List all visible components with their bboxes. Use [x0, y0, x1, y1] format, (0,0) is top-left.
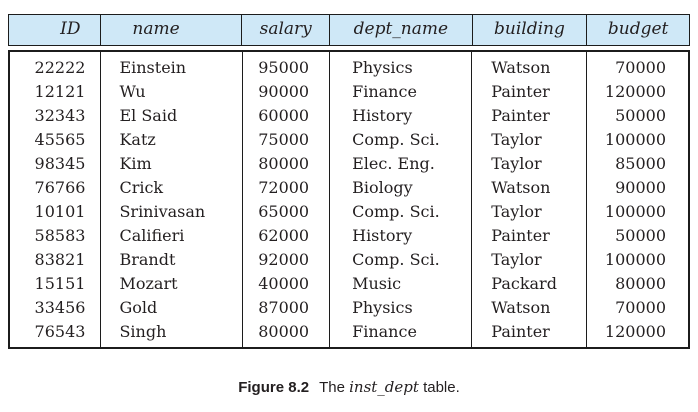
cell-name: Singh	[119, 322, 167, 341]
figure-caption: Figure 8.2 The inst_dept table.	[0, 378, 698, 396]
cell-building: Painter	[491, 106, 550, 125]
column-budget: 70000 120000 50000 100000 85000 90000 100000 50…	[587, 52, 688, 347]
cell-building: Watson	[491, 58, 551, 77]
column-header-budget: budget	[607, 19, 669, 39]
figure-caption-suffix: table.	[423, 379, 460, 396]
cell-name: Crick	[119, 178, 164, 197]
cell-salary: 60000	[258, 106, 310, 125]
cell-name: Gold	[119, 298, 158, 317]
cell-dept_name: Physics	[352, 58, 413, 77]
column-dept_name: Physics Finance History Comp. Sci. Elec. Eng…	[330, 52, 473, 347]
cell-id: 22222	[34, 58, 86, 77]
cell-name: Califieri	[119, 226, 185, 245]
table-body: 22222 12121 32343 45565 98345 76766 10101 58583…	[8, 50, 690, 349]
column-name: Einstein Wu El Said Katz Kim Crick Srinivasan C…	[101, 52, 243, 347]
cell-name: Brandt	[119, 250, 176, 269]
cell-budget: 50000	[615, 226, 666, 245]
cell-budget: 100000	[604, 250, 666, 269]
column-header-id: ID	[9, 15, 101, 45]
cell-budget: 50000	[615, 106, 666, 125]
cell-building: Painter	[491, 322, 550, 341]
cell-building: Painter	[491, 226, 550, 245]
column-building: Watson Painter Painter Taylor Taylor Watson Ta…	[472, 52, 587, 347]
cell-dept_name: Music	[352, 274, 402, 293]
cell-building: Painter	[491, 82, 550, 101]
cell-salary: 62000	[258, 226, 310, 245]
cell-building: Taylor	[491, 202, 542, 221]
cell-building: Watson	[491, 178, 551, 197]
cell-name: Wu	[119, 82, 146, 101]
cell-id: 83821	[34, 250, 86, 269]
figure-caption-label: Figure 8.2	[238, 379, 310, 396]
cell-dept_name: Biology	[352, 178, 413, 197]
cell-name: Srinivasan	[119, 202, 206, 221]
inst-dept-table: ID name salary dept_name building budget 2222…	[8, 14, 690, 349]
cell-building: Taylor	[491, 250, 542, 269]
cell-id: 76543	[34, 322, 86, 341]
cell-name: Katz	[119, 130, 156, 149]
cell-salary: 80000	[258, 322, 310, 341]
cell-budget: 90000	[615, 178, 666, 197]
cell-salary: 87000	[258, 298, 310, 317]
cell-dept_name: Finance	[352, 322, 417, 341]
cell-name: Einstein	[119, 58, 187, 77]
cell-salary: 95000	[258, 58, 310, 77]
figure-caption-prefix: The	[319, 379, 345, 396]
cell-dept_name: Comp. Sci.	[352, 202, 440, 221]
cell-id: 32343	[34, 106, 86, 125]
cell-salary: 65000	[258, 202, 310, 221]
cell-budget: 120000	[604, 322, 666, 341]
cell-dept_name: Finance	[352, 82, 417, 101]
cell-budget: 70000	[615, 298, 666, 317]
cell-budget: 100000	[604, 202, 666, 221]
cell-name: Mozart	[119, 274, 178, 293]
figure-caption-table-name: inst_dept	[349, 378, 419, 396]
cell-dept_name: Comp. Sci.	[352, 130, 440, 149]
cell-salary: 92000	[258, 250, 310, 269]
cell-id: 58583	[34, 226, 86, 245]
cell-salary: 90000	[258, 82, 310, 101]
cell-salary: 75000	[258, 130, 310, 149]
cell-dept_name: Elec. Eng.	[352, 154, 435, 173]
cell-dept_name: History	[352, 106, 413, 125]
cell-salary: 40000	[258, 274, 310, 293]
cell-building: Taylor	[491, 154, 542, 173]
cell-dept_name: Comp. Sci.	[352, 250, 440, 269]
cell-building: Taylor	[491, 130, 542, 149]
column-header-salary: salary	[242, 15, 331, 45]
cell-budget: 85000	[615, 154, 666, 173]
cell-salary: 72000	[258, 178, 310, 197]
cell-building: Watson	[491, 298, 551, 317]
column-header-name: name	[101, 15, 243, 45]
cell-salary: 80000	[258, 154, 310, 173]
column-salary: 95000 90000 60000 75000 80000 72000 65000 62000…	[243, 52, 331, 347]
cell-id: 76766	[34, 178, 86, 197]
cell-id: 15151	[34, 274, 86, 293]
cell-budget: 100000	[604, 130, 666, 149]
cell-budget: 80000	[615, 274, 666, 293]
column-header-dept_name: dept_name	[330, 15, 473, 45]
cell-id: 10101	[34, 202, 86, 221]
cell-name: El Said	[119, 106, 178, 125]
table-header-row: ID name salary dept_name building budget	[8, 14, 690, 46]
cell-id: 45565	[34, 130, 86, 149]
cell-name: Kim	[119, 154, 152, 173]
cell-id: 12121	[34, 82, 86, 101]
cell-budget: 120000	[604, 82, 666, 101]
column-header-building: building	[473, 15, 588, 45]
cell-dept_name: History	[352, 226, 413, 245]
cell-budget: 70000	[615, 58, 666, 77]
column-id: 22222 12121 32343 45565 98345 76766 10101 58583…	[10, 52, 102, 347]
cell-id: 98345	[34, 154, 86, 173]
cell-id: 33456	[34, 298, 86, 317]
cell-dept_name: Physics	[352, 298, 413, 317]
cell-building: Packard	[491, 274, 557, 293]
